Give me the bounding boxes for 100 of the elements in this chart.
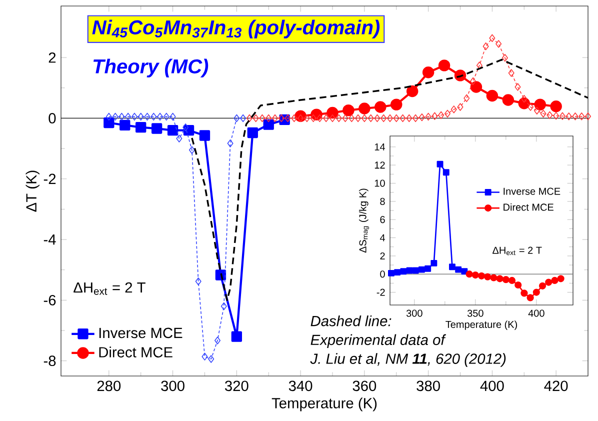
- point: [234, 114, 240, 122]
- point: [585, 112, 592, 120]
- point: [526, 294, 534, 302]
- point: [284, 114, 291, 122]
- point: [455, 266, 462, 273]
- point: [538, 282, 546, 290]
- point: [220, 302, 227, 310]
- x-tick-label: 340: [288, 380, 312, 392]
- point: [508, 276, 516, 284]
- point: [553, 112, 560, 120]
- point: [532, 288, 540, 296]
- point: [272, 114, 278, 122]
- point: [380, 114, 387, 122]
- x-tick-label: 320: [225, 380, 248, 392]
- y-axis-title: ΔT (K): [26, 170, 40, 212]
- point: [478, 272, 486, 280]
- legend-label: Inverse MCE: [99, 328, 182, 338]
- x-tick-label: 380: [416, 380, 440, 392]
- point: [436, 160, 444, 168]
- point: [450, 106, 457, 114]
- point: [199, 130, 210, 141]
- point: [438, 111, 444, 120]
- point: [136, 122, 146, 133]
- point: [394, 269, 401, 276]
- y-tick-label: 0: [48, 113, 56, 124]
- point: [227, 140, 234, 148]
- y-tick-label: 0: [380, 270, 385, 278]
- point: [566, 112, 572, 120]
- point: [374, 114, 380, 122]
- point: [482, 42, 489, 50]
- text: Theory (MC): [93, 58, 208, 78]
- y-tick-label: 2: [48, 52, 56, 63]
- point: [182, 123, 189, 132]
- point: [572, 112, 578, 120]
- y-tick-label: 12: [374, 162, 385, 169]
- point: [508, 69, 514, 77]
- point: [557, 275, 564, 282]
- point: [138, 112, 144, 121]
- y-axis-title: ΔS$_{mag}$ (J/kg K): [359, 188, 370, 253]
- y-tick-label: 6: [380, 216, 385, 224]
- point: [144, 112, 150, 121]
- point: [150, 112, 157, 121]
- point: [188, 146, 195, 154]
- point: [546, 111, 553, 120]
- point: [550, 100, 562, 112]
- point: [545, 278, 552, 286]
- x-axis-title: Temperature (K): [272, 398, 377, 412]
- point: [466, 270, 473, 278]
- point: [368, 114, 374, 122]
- point: [444, 110, 450, 118]
- point: [163, 112, 170, 121]
- point: [418, 113, 425, 122]
- legend-label: Direct MCE: [99, 346, 172, 358]
- annotation: Dashed line:: [310, 315, 392, 326]
- point: [490, 274, 498, 282]
- annotation: Experimental data of: [310, 334, 446, 348]
- chart-title: Ni$_{45}$Co$_{5}$Mn$_{37}$In$_{13}$ (poly-domain): [92, 20, 380, 38]
- point: [170, 112, 176, 121]
- point: [424, 265, 432, 272]
- point: [422, 66, 434, 78]
- x-tick-label: 280: [97, 380, 121, 392]
- point: [412, 267, 419, 274]
- point: [496, 275, 504, 282]
- point: [470, 81, 482, 93]
- annotation: ΔH$_{ext}$ = 2 T: [74, 282, 146, 295]
- point: [430, 260, 438, 266]
- y-tick-label: -8: [44, 356, 56, 366]
- point: [448, 264, 456, 270]
- point: [412, 114, 419, 122]
- point: [534, 98, 546, 110]
- x-tick-label: 300: [161, 380, 184, 392]
- point: [348, 114, 355, 122]
- point: [502, 54, 508, 62]
- point: [195, 278, 202, 286]
- point: [540, 110, 546, 118]
- x-axis-title: Temperature (K): [446, 320, 518, 330]
- point: [329, 114, 336, 122]
- point: [496, 40, 502, 48]
- x-tick-label: 400: [528, 310, 544, 317]
- y-tick-label: -2: [44, 174, 56, 184]
- point: [131, 112, 138, 121]
- point: [476, 62, 482, 70]
- point: [326, 106, 338, 119]
- point: [246, 114, 252, 122]
- y-tick-label: 14: [374, 143, 386, 150]
- x-tick-label: 400: [480, 380, 504, 392]
- point: [470, 77, 476, 86]
- point: [106, 112, 112, 121]
- point: [355, 114, 362, 122]
- point: [266, 114, 272, 122]
- point: [361, 114, 368, 122]
- point: [336, 114, 342, 122]
- y-tick-label: 2: [380, 252, 385, 260]
- y-tick-label: 4: [380, 234, 386, 242]
- point: [528, 103, 534, 111]
- point: [358, 102, 370, 114]
- point: [342, 104, 354, 116]
- point: [521, 94, 528, 103]
- y-tick-label: 10: [374, 180, 385, 187]
- y-tick-label: -6: [44, 295, 56, 306]
